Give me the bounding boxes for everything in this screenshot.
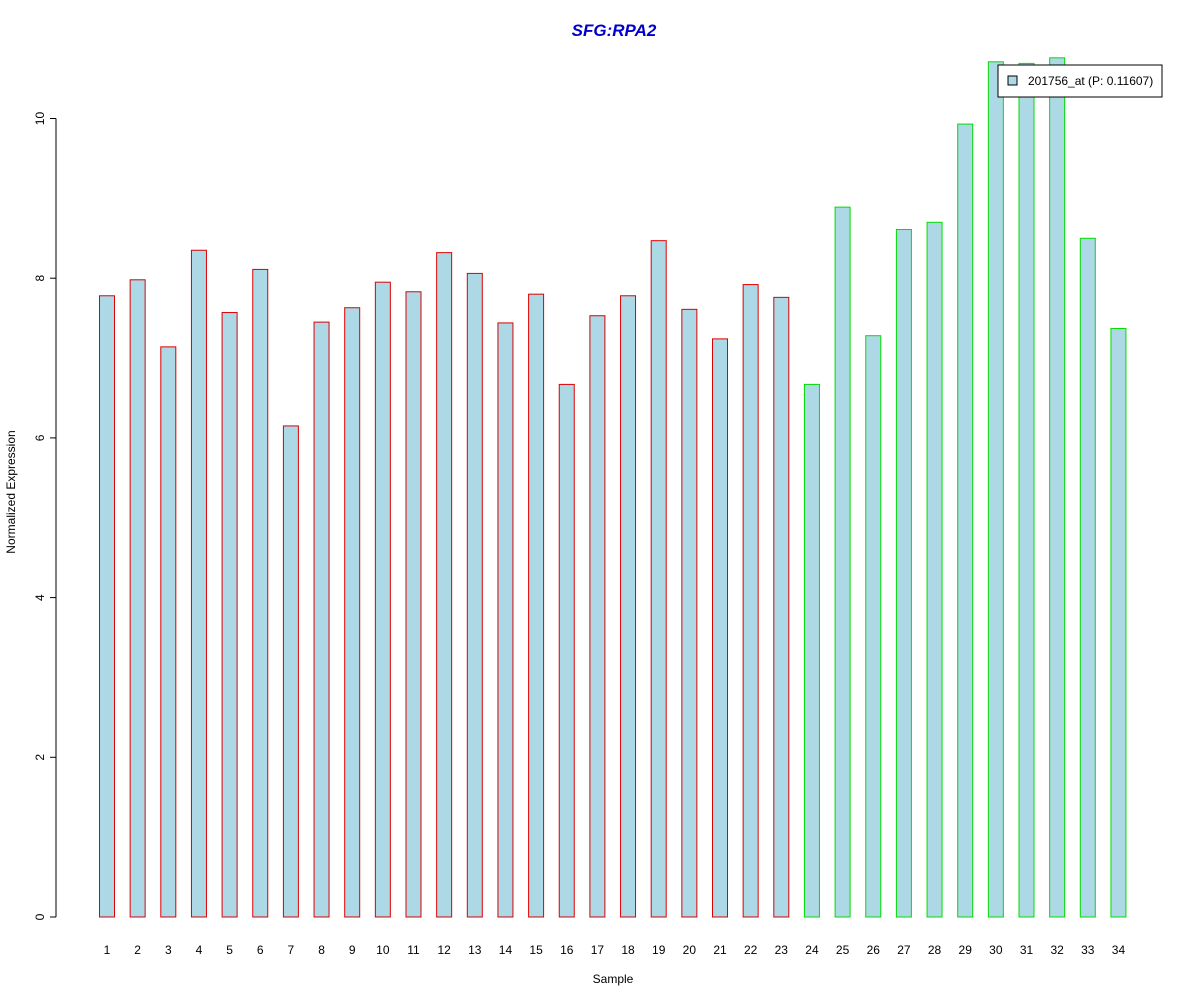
bar bbox=[160, 346, 177, 918]
x-tick-label: 33 bbox=[1081, 943, 1095, 957]
bar bbox=[1049, 57, 1066, 918]
bar bbox=[282, 425, 299, 918]
bar bbox=[252, 268, 269, 918]
x-tick-label: 18 bbox=[621, 943, 635, 957]
x-tick-label: 12 bbox=[437, 943, 451, 957]
bar bbox=[374, 281, 391, 918]
bar bbox=[926, 221, 943, 918]
legend-box bbox=[997, 64, 1163, 98]
bar bbox=[865, 335, 882, 918]
x-tick-label: 22 bbox=[744, 943, 758, 957]
x-tick-labels: 1 2 3 4 5 6 7 8 9 10 11 12 13 14 15 16 17 18 19 20 21 22 23 24 2… bbox=[104, 943, 1126, 957]
x-tick-label: 10 bbox=[376, 943, 390, 957]
x-tick-label: 5 bbox=[226, 943, 233, 957]
x-tick-label: 20 bbox=[683, 943, 697, 957]
x-tick-label: 25 bbox=[836, 943, 850, 957]
bar bbox=[99, 295, 115, 918]
x-tick-label: 30 bbox=[989, 943, 1003, 957]
x-tick-label: 32 bbox=[1050, 943, 1064, 957]
x-tick-label: 27 bbox=[897, 943, 911, 957]
bar bbox=[803, 383, 820, 918]
x-tick-label: 7 bbox=[288, 943, 295, 957]
x-tick-label: 17 bbox=[591, 943, 605, 957]
x-tick-label: 19 bbox=[652, 943, 666, 957]
bar bbox=[1110, 328, 1127, 918]
y-tick-label: 8 bbox=[33, 275, 47, 282]
legend-swatch bbox=[1007, 75, 1018, 86]
x-tick-label: 31 bbox=[1020, 943, 1034, 957]
legend: 201756_at (P: 0.11607) bbox=[997, 64, 1163, 98]
bar bbox=[957, 123, 974, 918]
bar bbox=[773, 296, 790, 918]
x-tick-label: 26 bbox=[867, 943, 881, 957]
y-tick-label: 6 bbox=[33, 434, 47, 441]
x-tick-label: 21 bbox=[713, 943, 727, 957]
legend-label: 201756_at (P: 0.11607) bbox=[1028, 74, 1153, 88]
bar bbox=[834, 206, 851, 918]
bar bbox=[650, 240, 667, 918]
bar bbox=[895, 228, 912, 918]
bar bbox=[558, 383, 575, 918]
bar bbox=[1079, 237, 1096, 918]
x-tick-label: 28 bbox=[928, 943, 942, 957]
x-tick-label: 3 bbox=[165, 943, 172, 957]
bar bbox=[528, 293, 545, 918]
x-tick-label: 6 bbox=[257, 943, 264, 957]
x-tick-label: 23 bbox=[775, 943, 789, 957]
x-tick-label: 16 bbox=[560, 943, 574, 957]
bar bbox=[129, 279, 146, 918]
x-axis-label: Sample bbox=[593, 972, 634, 986]
x-tick-label: 8 bbox=[318, 943, 325, 957]
bar bbox=[589, 315, 606, 918]
bar bbox=[497, 322, 514, 918]
x-tick-label: 14 bbox=[499, 943, 513, 957]
y-axis-label: Normalized Expression bbox=[4, 430, 18, 553]
x-tick-label: 4 bbox=[196, 943, 203, 957]
y-tick-label: 0 bbox=[33, 913, 47, 920]
x-tick-label: 11 bbox=[407, 943, 420, 957]
bar bbox=[221, 312, 238, 918]
x-tick-label: 1 bbox=[104, 943, 111, 957]
chart-title: SFG:RPA2 bbox=[572, 21, 657, 40]
x-tick-label: 13 bbox=[468, 943, 482, 957]
bar bbox=[466, 272, 483, 918]
bar bbox=[1018, 62, 1035, 918]
x-tick-label: 24 bbox=[805, 943, 819, 957]
bar bbox=[712, 338, 728, 918]
y-tick-label: 2 bbox=[33, 754, 47, 761]
y-tick-label: 10 bbox=[33, 112, 47, 126]
bar bbox=[405, 291, 422, 918]
bar bbox=[987, 61, 1004, 918]
bar bbox=[742, 284, 759, 918]
x-tick-label: 9 bbox=[349, 943, 356, 957]
x-tick-label: 2 bbox=[134, 943, 141, 957]
bar bbox=[313, 321, 330, 918]
bar bbox=[620, 295, 637, 918]
x-tick-label: 29 bbox=[959, 943, 973, 957]
bar bbox=[344, 307, 361, 918]
y-axis: 0 2 4 6 8 10 bbox=[33, 112, 57, 920]
x-tick-label: 34 bbox=[1112, 943, 1126, 957]
y-tick-label: 4 bbox=[33, 594, 47, 601]
bar bbox=[436, 252, 453, 918]
bars-group bbox=[99, 57, 1127, 918]
x-tick-label: 15 bbox=[529, 943, 543, 957]
bar bbox=[190, 249, 207, 918]
bar bbox=[681, 308, 698, 918]
